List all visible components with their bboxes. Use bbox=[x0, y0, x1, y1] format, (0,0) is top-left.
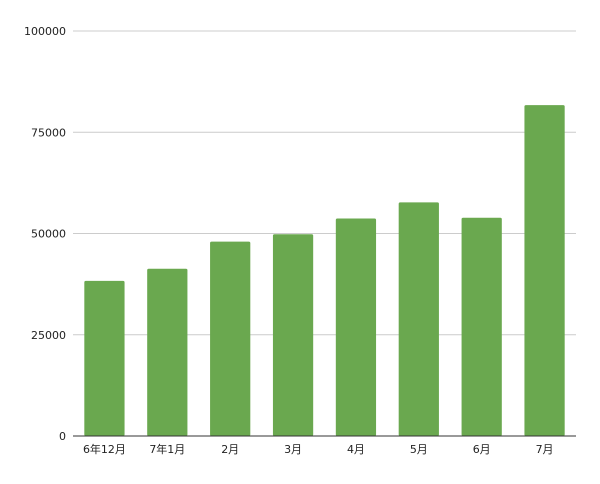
x-tick-label: 6年12月 bbox=[83, 442, 126, 456]
y-tick-label: 25000 bbox=[31, 329, 66, 342]
bar bbox=[524, 105, 565, 437]
y-tick-label: 100000 bbox=[24, 25, 66, 38]
y-tick-label: 50000 bbox=[31, 228, 66, 241]
bar bbox=[398, 202, 439, 436]
y-axis-tick-labels: 0 25000 50000 75000 100000 bbox=[24, 25, 66, 443]
x-tick-label: 6月 bbox=[473, 443, 491, 456]
x-tick-label: 3月 bbox=[284, 443, 302, 456]
x-tick-label: 7月 bbox=[536, 443, 554, 456]
bar bbox=[147, 268, 188, 436]
bar bbox=[461, 217, 502, 436]
bar bbox=[210, 241, 251, 436]
y-tick-label: 0 bbox=[59, 430, 66, 443]
x-axis-tick-labels: 6年12月 7年1月 2月 3月 4月 5月 6月 7月 bbox=[83, 442, 554, 456]
x-tick-label: 4月 bbox=[347, 443, 365, 456]
bar bbox=[272, 234, 314, 436]
bar bbox=[84, 280, 125, 436]
x-tick-label: 7年1月 bbox=[149, 442, 185, 456]
y-tick-label: 75000 bbox=[31, 126, 66, 139]
x-tick-label: 5月 bbox=[410, 443, 428, 456]
bars bbox=[84, 105, 565, 437]
x-tick-label: 2月 bbox=[221, 443, 239, 456]
bar bbox=[335, 218, 377, 436]
